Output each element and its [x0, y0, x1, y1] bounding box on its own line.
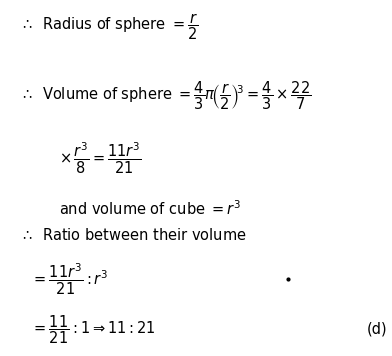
- Text: $=\dfrac{11r^{3}}{21}:r^{3}$: $=\dfrac{11r^{3}}{21}:r^{3}$: [31, 262, 109, 297]
- Text: $\therefore\,$ Volume of sphere $=\dfrac{4}{3}\pi\!\left(\dfrac{r}{2}\right)^{\!: $\therefore\,$ Volume of sphere $=\dfrac…: [20, 80, 311, 112]
- Text: (d): (d): [367, 322, 387, 337]
- Text: and volume of cube $= r^{3}$: and volume of cube $= r^{3}$: [59, 199, 241, 218]
- Text: $\therefore\,$ Radius of sphere $=\dfrac{r}{2}$: $\therefore\,$ Radius of sphere $=\dfrac…: [20, 11, 198, 42]
- Text: $\times\,\dfrac{r^{3}}{8}=\dfrac{11r^{3}}{21}$: $\times\,\dfrac{r^{3}}{8}=\dfrac{11r^{3}…: [59, 141, 142, 176]
- Text: $=\dfrac{11}{21}:1\Rightarrow 11:21$: $=\dfrac{11}{21}:1\Rightarrow 11:21$: [31, 313, 156, 346]
- Text: $\therefore\,$ Ratio between their volume: $\therefore\,$ Ratio between their volum…: [20, 227, 246, 243]
